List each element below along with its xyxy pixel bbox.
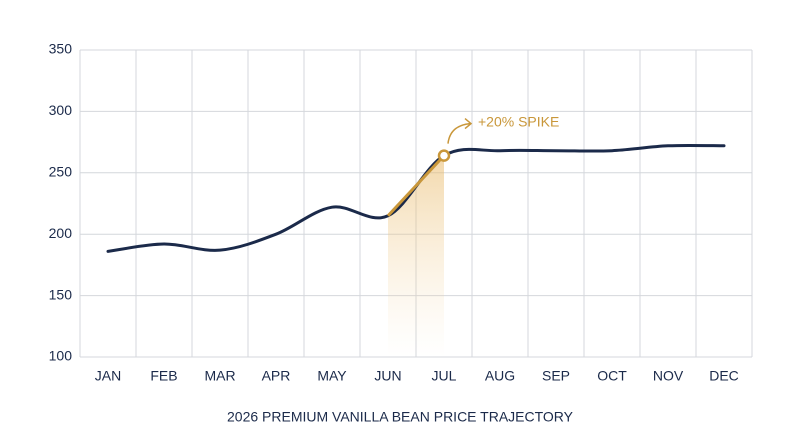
x-tick-label: AUG	[485, 368, 515, 384]
x-tick-label: MAR	[204, 368, 235, 384]
line	[106, 143, 726, 253]
chart-title: 2026 PREMIUM VANILLA BEAN PRICE TRAJECTO…	[227, 409, 574, 425]
x-tick-label: DEC	[709, 368, 739, 384]
x-tick-label: JAN	[95, 368, 121, 384]
x-tick-label: MAY	[317, 368, 347, 384]
spike-segment	[386, 154, 446, 217]
y-tick-label: 350	[49, 41, 73, 57]
x-tick-label: JUN	[374, 368, 401, 384]
y-tick-label: 150	[49, 286, 73, 302]
x-tick-label: OCT	[597, 368, 627, 384]
annotation: +20% SPIKE	[478, 113, 559, 129]
annotation-arrow	[447, 122, 471, 144]
x-tick-label: APR	[262, 368, 291, 384]
y-tick-label: 200	[49, 225, 73, 241]
x-tick-label: NOV	[653, 368, 684, 384]
y-tick-label: 300	[49, 102, 73, 118]
y-tick-label: 100	[49, 348, 73, 364]
x-tick-label: JUL	[432, 368, 457, 384]
y-tick-label: 250	[49, 164, 73, 180]
x-tick-label: FEB	[150, 368, 177, 384]
x-tick-label: SEP	[542, 368, 570, 384]
annotation-arrowhead	[464, 118, 473, 130]
spike-marker	[437, 149, 451, 162]
